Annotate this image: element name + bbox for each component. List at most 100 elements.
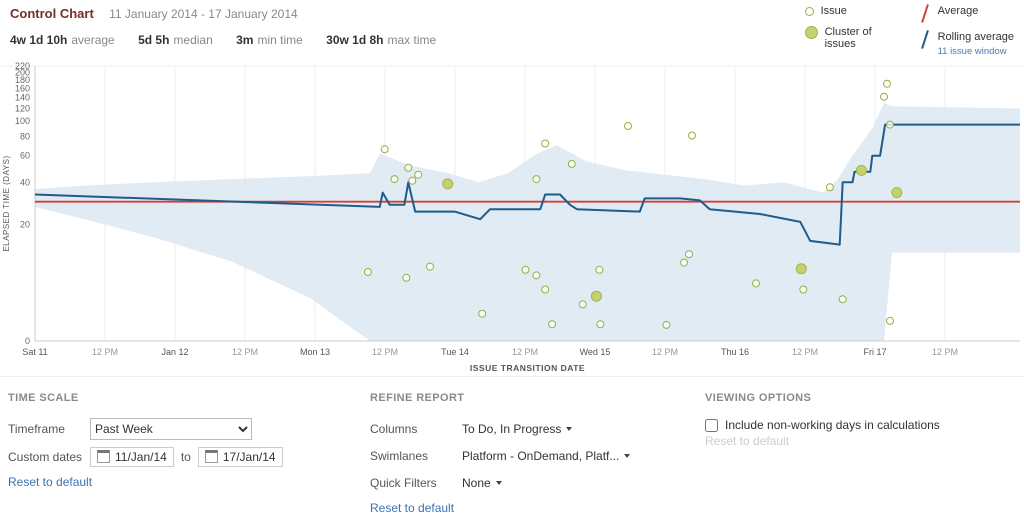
- legend-rolling-wrap: Rolling average 11 issue window: [938, 31, 1014, 57]
- columns-row: Columns To Do, In Progress: [370, 418, 690, 439]
- stat-median-value: 5d 5h: [138, 33, 170, 47]
- timeframe-row: Timeframe Past Week: [8, 418, 358, 440]
- stat-min-label: min time: [257, 33, 303, 47]
- svg-text:12 PM: 12 PM: [932, 347, 958, 357]
- time-scale-panel: TIME SCALE Timeframe Past Week Custom da…: [8, 377, 358, 489]
- svg-text:80: 80: [20, 131, 30, 141]
- svg-text:Mon 13: Mon 13: [300, 347, 330, 357]
- chevron-down-icon: [495, 481, 502, 486]
- swimlanes-dropdown[interactable]: Platform - OnDemand, Platf...: [462, 448, 631, 463]
- non-working-days-row: Include non-working days in calculations: [705, 418, 1015, 432]
- swimlanes-label: Swimlanes: [370, 448, 429, 463]
- legend-issue: Issue: [804, 5, 885, 17]
- report-controls: TIME SCALE Timeframe Past Week Custom da…: [0, 376, 1024, 515]
- stat-average-label: average: [71, 33, 115, 47]
- swimlanes-value[interactable]: Platform - OnDemand, Platf...: [462, 448, 620, 463]
- svg-text:12 PM: 12 PM: [512, 347, 538, 357]
- chevron-down-icon: [624, 454, 631, 459]
- svg-text:20: 20: [20, 220, 30, 230]
- svg-text:Thu 16: Thu 16: [721, 347, 749, 357]
- date-from-field[interactable]: 11/Jan/14: [90, 446, 174, 467]
- stats-row: 4w 1d 10h average 5d 5h median 3m min time …: [10, 33, 456, 47]
- svg-text:200: 200: [15, 68, 30, 78]
- date-range: 11 January 2014 - 17 January 2014: [109, 7, 298, 21]
- svg-text:12 PM: 12 PM: [372, 347, 398, 357]
- title-row: Control Chart 11 January 2014 - 17 Janua…: [10, 6, 456, 21]
- legend-rolling-window: 11 issue window: [937, 46, 1007, 57]
- quick-filters-row: Quick Filters None: [370, 472, 690, 493]
- chevron-down-icon: [566, 427, 573, 432]
- quick-filters-label: Quick Filters: [370, 475, 437, 490]
- svg-text:12 PM: 12 PM: [92, 347, 118, 357]
- custom-dates-row: Custom dates 11/Jan/14 to 17/Jan/14: [8, 446, 358, 467]
- svg-text:Wed 15: Wed 15: [580, 347, 611, 357]
- stat-max-value: 30w 1d 8h: [326, 33, 384, 47]
- issue-icon: [804, 7, 814, 16]
- legend-rolling: Rolling average 11 issue window: [919, 31, 1014, 57]
- svg-text:140: 140: [15, 93, 30, 103]
- quick-filters-value[interactable]: None: [462, 475, 491, 490]
- stat-average: 4w 1d 10h average: [10, 33, 115, 47]
- refine-report-panel: REFINE REPORT Columns To Do, In Progress…: [370, 377, 690, 515]
- date-to-value[interactable]: 17/Jan/14: [222, 449, 276, 464]
- columns-label: Columns: [370, 421, 418, 436]
- legend-col-lines: Average Rolling average 11 issue window: [919, 5, 1014, 66]
- date-to-field[interactable]: 17/Jan/14: [197, 446, 283, 467]
- svg-text:Jan 12: Jan 12: [161, 347, 188, 357]
- date-range-to-word: to: [180, 449, 191, 464]
- non-working-days-label: Include non-working days in calculations: [725, 418, 940, 432]
- timeframe-select[interactable]: Past Week: [90, 418, 252, 440]
- legend-cluster-label: Cluster of issues: [824, 26, 872, 50]
- svg-text:12 PM: 12 PM: [792, 347, 818, 357]
- chart-legend: Issue Cluster of issues Average Rolling …: [804, 5, 1014, 66]
- stat-max-time: 30w 1d 8h max time: [326, 33, 436, 47]
- columns-value[interactable]: To Do, In Progress: [462, 421, 562, 436]
- quick-filters-dropdown[interactable]: None: [462, 476, 502, 490]
- refine-report-title: REFINE REPORT: [370, 392, 465, 404]
- viewing-options-reset-link[interactable]: Reset to default: [705, 434, 790, 448]
- legend-average: Average: [919, 5, 1014, 22]
- stat-median-label: median: [173, 33, 213, 47]
- average-line-icon: [919, 5, 931, 22]
- viewing-options-title: VIEWING OPTIONS: [705, 392, 812, 404]
- refine-report-reset-link[interactable]: Reset to default: [370, 501, 455, 515]
- svg-text:160: 160: [15, 83, 30, 93]
- svg-text:40: 40: [20, 177, 30, 187]
- non-working-days-checkbox[interactable]: [705, 419, 718, 432]
- svg-text:ISSUE TRANSITION DATE: ISSUE TRANSITION DATE: [470, 363, 585, 373]
- chart-header: Control Chart 11 January 2014 - 17 Janua…: [10, 6, 456, 47]
- svg-text:Sat 11: Sat 11: [22, 347, 47, 357]
- svg-text:ELAPSED TIME (DAYS): ELAPSED TIME (DAYS): [2, 155, 11, 251]
- svg-text:Fri 17: Fri 17: [863, 347, 886, 357]
- svg-text:220: 220: [15, 61, 30, 71]
- svg-text:120: 120: [15, 103, 30, 113]
- svg-text:100: 100: [15, 116, 30, 126]
- viewing-options-panel: VIEWING OPTIONS Include non-working days…: [705, 377, 1015, 448]
- svg-text:180: 180: [15, 75, 30, 85]
- calendar-icon[interactable]: [204, 450, 218, 463]
- columns-dropdown[interactable]: To Do, In Progress: [462, 421, 573, 436]
- legend-average-label: Average: [937, 5, 979, 17]
- timeframe-label: Timeframe: [8, 422, 65, 436]
- custom-dates-label: Custom dates: [8, 449, 83, 464]
- svg-text:12 PM: 12 PM: [652, 347, 678, 357]
- svg-text:60: 60: [20, 151, 30, 161]
- time-scale-reset-link[interactable]: Reset to default: [8, 475, 93, 489]
- stat-min-value: 3m: [236, 33, 254, 47]
- calendar-icon[interactable]: [97, 450, 110, 463]
- legend-col-issues: Issue Cluster of issues: [804, 5, 885, 66]
- date-from-value[interactable]: 11/Jan/14: [115, 449, 167, 464]
- svg-text:12 PM: 12 PM: [232, 347, 258, 357]
- svg-text:0: 0: [25, 336, 30, 346]
- legend-rolling-label: Rolling average: [937, 31, 1014, 43]
- page-title: Control Chart: [10, 6, 94, 21]
- swimlanes-row: Swimlanes Platform - OnDemand, Platf...: [370, 445, 690, 466]
- stat-median: 5d 5h median: [138, 33, 213, 47]
- cluster-icon: [804, 26, 818, 39]
- stat-min-time: 3m min time: [236, 33, 303, 47]
- legend-issue-label: Issue: [820, 5, 847, 17]
- rolling-average-line-icon: [919, 31, 931, 48]
- time-scale-title: TIME SCALE: [8, 392, 79, 404]
- stat-max-label: max time: [387, 33, 437, 47]
